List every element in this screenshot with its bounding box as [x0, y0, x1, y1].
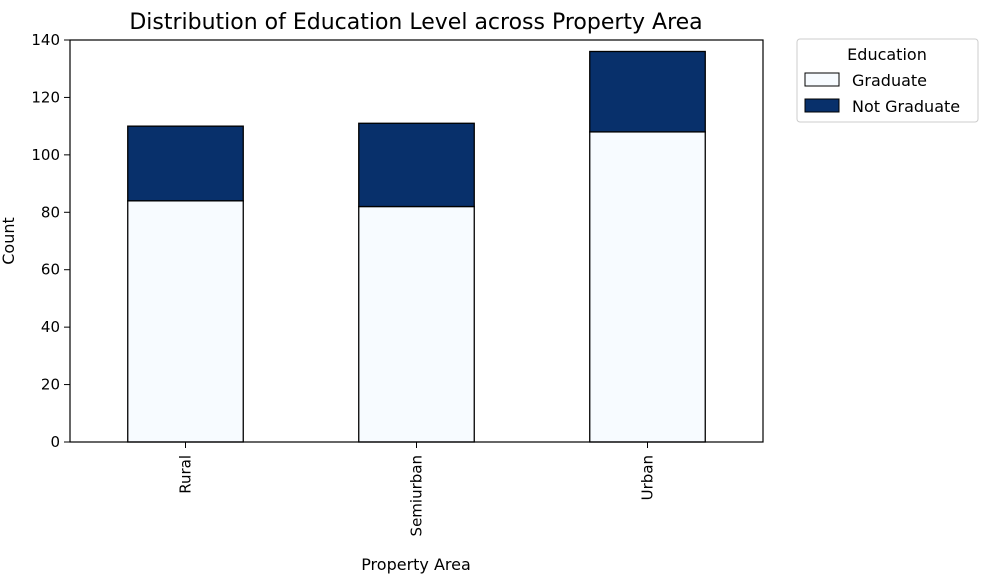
bar-semiurban-graduate — [358, 205, 475, 443]
legend-title: Education — [847, 45, 927, 64]
legend: Education Graduate Not Graduate — [796, 38, 979, 123]
x-axis: Rural Semiurban Urban — [177, 442, 657, 536]
legend-frame — [796, 38, 979, 123]
bar-semiurban-not-graduate — [358, 122, 475, 208]
bar-urban-not-graduate — [589, 50, 706, 133]
x-axis-label: Property Area — [361, 555, 471, 574]
bar-urban-graduate — [589, 131, 706, 443]
x-tick-label-semiurban: Semiurban — [408, 455, 426, 536]
y-tick-label: 140 — [31, 31, 60, 49]
chart-title: Distribution of Education Level across P… — [129, 10, 702, 35]
y-tick-label: 40 — [41, 318, 60, 336]
legend-swatch-graduate — [804, 72, 840, 87]
legend-swatch-not-graduate — [804, 98, 840, 113]
legend-label-graduate: Graduate — [852, 71, 927, 90]
x-tick-label-urban: Urban — [639, 455, 657, 500]
legend-label-not-graduate: Not Graduate — [852, 97, 960, 116]
y-axis-label: Count — [0, 217, 18, 265]
bars-layer — [127, 50, 706, 443]
y-tick-label: 60 — [41, 261, 60, 279]
bar-rural-not-graduate — [127, 125, 244, 202]
y-tick-label: 100 — [31, 146, 60, 164]
y-axis: 0 20 40 60 80 100 120 140 — [31, 31, 70, 451]
x-tick-label-rural: Rural — [177, 455, 195, 494]
y-tick-label: 80 — [41, 203, 60, 221]
y-tick-label: 20 — [41, 376, 60, 394]
bar-rural-graduate — [127, 200, 244, 443]
y-tick-label: 120 — [31, 88, 60, 106]
y-tick-label: 0 — [50, 433, 60, 451]
